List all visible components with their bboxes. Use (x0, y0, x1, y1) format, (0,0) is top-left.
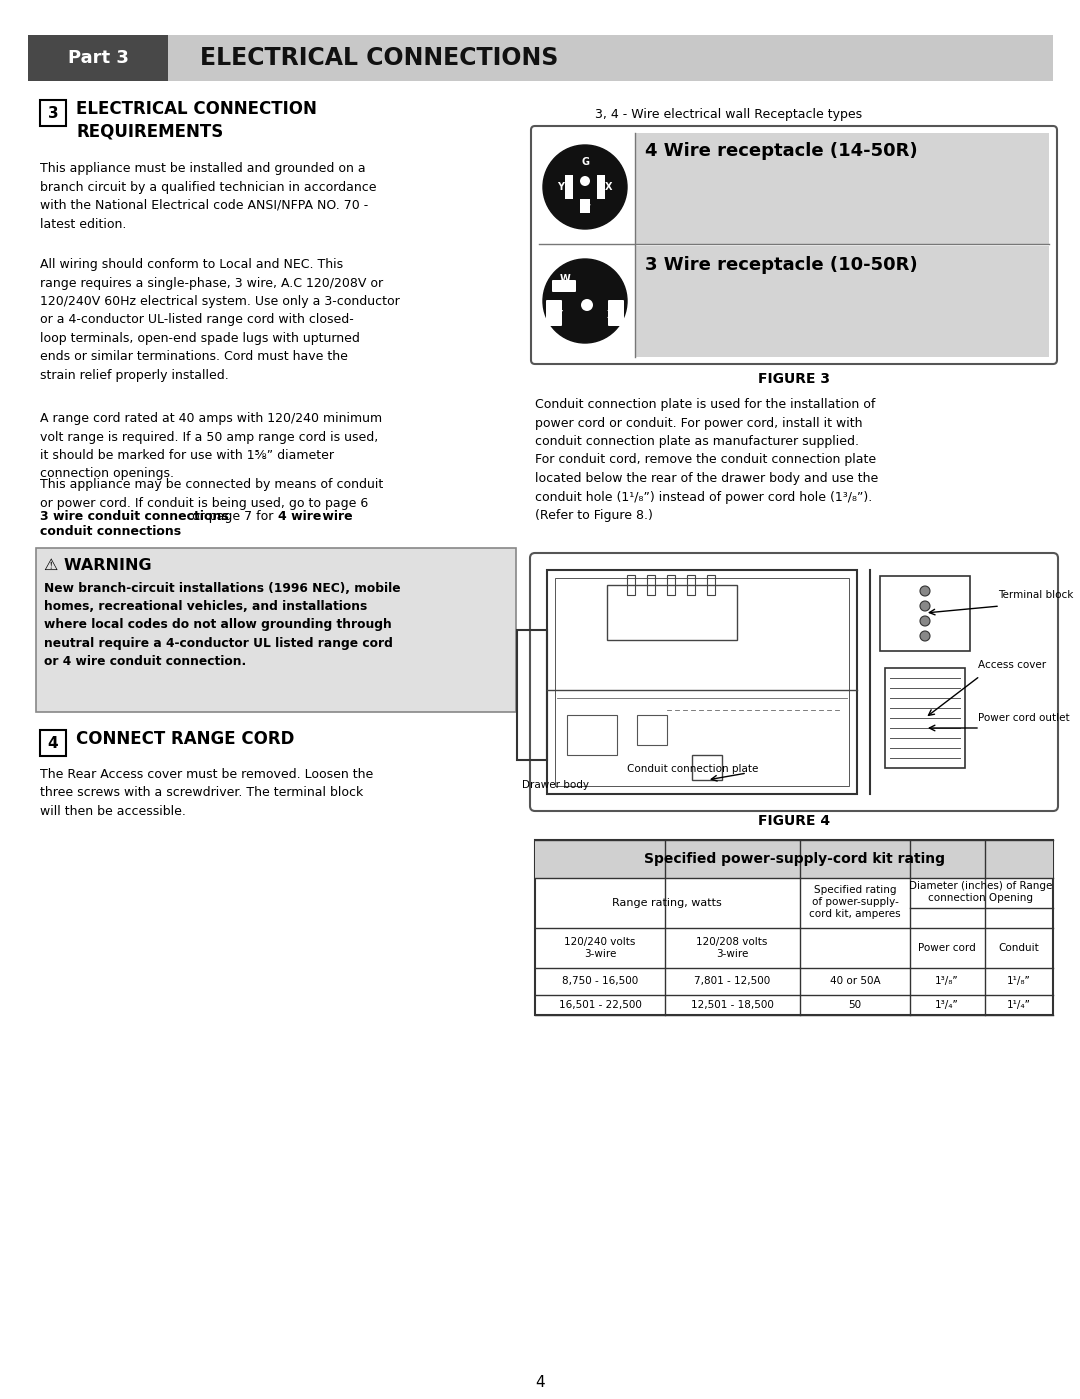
Bar (535, 839, 1053, 879)
Bar (28, 35, 1053, 81)
Text: conduit connections: conduit connections (40, 525, 181, 539)
Text: All wiring should conform to Local and NEC. This
range requires a single-phase, : All wiring should conform to Local and N… (40, 257, 400, 382)
Text: 3, 4 - Wire electrical wall Receptacle types: 3, 4 - Wire electrical wall Receptacle t… (595, 108, 862, 120)
Bar (28, 35, 168, 81)
Bar (627, 575, 635, 595)
Text: New branch-circuit installations (1996 NEC), mobile
homes, recreational vehicles: New branch-circuit installations (1996 N… (44, 582, 401, 667)
Text: Part 3: Part 3 (68, 49, 129, 67)
Text: Range rating, watts: Range rating, watts (612, 898, 721, 908)
Text: 120/240 volts
3-wire: 120/240 volts 3-wire (565, 937, 636, 960)
Text: X: X (607, 311, 615, 320)
Circle shape (543, 259, 627, 343)
Bar (885, 667, 966, 768)
Text: Access cover: Access cover (978, 660, 1047, 670)
Text: .: . (156, 525, 160, 539)
Text: FIGURE 3: FIGURE 3 (758, 372, 831, 386)
Text: 50: 50 (849, 1000, 862, 1010)
FancyBboxPatch shape (552, 280, 576, 292)
Text: Power cord: Power cord (918, 943, 976, 953)
Text: This appliance may be connected by means of conduit
or power cord. If conduit is: This appliance may be connected by means… (40, 478, 383, 509)
Text: 3 wire conduit connections: 3 wire conduit connections (40, 511, 229, 523)
Bar (607, 585, 737, 639)
Text: Power cord outlet: Power cord outlet (978, 713, 1069, 723)
Text: 3 Wire receptacle (10-50R): 3 Wire receptacle (10-50R) (645, 256, 918, 274)
Text: 4: 4 (48, 736, 58, 750)
Circle shape (580, 176, 590, 186)
Circle shape (543, 145, 627, 229)
Text: 120/208 volts
3-wire: 120/208 volts 3-wire (697, 937, 768, 960)
Bar (597, 175, 605, 199)
Text: 4 wire: 4 wire (278, 511, 322, 523)
Bar (565, 175, 573, 199)
Bar (636, 133, 1049, 243)
Text: 1³/₈”: 1³/₈” (935, 977, 959, 986)
Bar (567, 715, 617, 755)
Bar (40, 730, 66, 755)
Text: W: W (580, 204, 591, 214)
Text: Conduit: Conduit (999, 943, 1039, 953)
Text: 1³/₄”: 1³/₄” (935, 1000, 959, 1010)
Text: 40 or 50A: 40 or 50A (829, 977, 880, 986)
Text: ELECTRICAL CONNECTION
REQUIREMENTS: ELECTRICAL CONNECTION REQUIREMENTS (76, 99, 316, 140)
FancyBboxPatch shape (530, 553, 1058, 811)
Text: CONNECT RANGE CORD: CONNECT RANGE CORD (76, 730, 295, 748)
Text: 7,801 - 12,500: 7,801 - 12,500 (693, 977, 770, 986)
Text: Specified power-supply-cord kit rating: Specified power-supply-cord kit rating (644, 852, 945, 866)
Text: Conduit connection plate is used for the installation of
power cord or conduit. : Conduit connection plate is used for the… (535, 397, 878, 522)
Text: X: X (605, 182, 612, 192)
Bar (707, 575, 715, 595)
Bar (667, 575, 675, 595)
Bar (687, 575, 696, 595)
Text: Specified rating
of power-supply-
cord kit, amperes: Specified rating of power-supply- cord k… (809, 884, 901, 919)
Text: ELECTRICAL CONNECTIONS: ELECTRICAL CONNECTIONS (200, 46, 558, 70)
Text: 16,501 - 22,500: 16,501 - 22,500 (558, 1000, 642, 1010)
Bar (535, 839, 1053, 1016)
Text: 8,750 - 16,500: 8,750 - 16,500 (562, 977, 638, 986)
Circle shape (920, 616, 930, 625)
FancyBboxPatch shape (608, 299, 624, 326)
Text: Y: Y (557, 182, 565, 192)
Text: Conduit connection plate: Conduit connection plate (627, 764, 758, 774)
FancyBboxPatch shape (546, 299, 562, 326)
Bar (36, 548, 516, 712)
Circle shape (920, 631, 930, 641)
Bar (692, 755, 723, 781)
Circle shape (920, 602, 930, 611)
Text: 1¹/₈”: 1¹/₈” (1008, 977, 1031, 986)
Circle shape (581, 299, 593, 311)
Bar (880, 576, 970, 651)
Text: The Rear Access cover must be removed. Loosen the
three screws with a screwdrive: The Rear Access cover must be removed. L… (40, 768, 374, 818)
Text: W: W (559, 274, 570, 284)
Bar (636, 246, 1049, 357)
Text: or page 7 for: or page 7 for (188, 511, 278, 523)
Text: G: G (581, 157, 589, 166)
Text: Y: Y (555, 311, 563, 320)
Bar (647, 575, 654, 595)
Text: 12,501 - 18,500: 12,501 - 18,500 (690, 1000, 773, 1010)
FancyBboxPatch shape (531, 126, 1057, 364)
Text: wire: wire (318, 511, 353, 523)
Bar (517, 630, 546, 760)
Bar (546, 569, 858, 795)
Text: ⚠ WARNING: ⚠ WARNING (44, 558, 151, 574)
Circle shape (920, 586, 930, 596)
Text: Drawer body: Drawer body (522, 781, 589, 790)
Text: 3: 3 (48, 105, 58, 120)
Text: 4 Wire receptacle (14-50R): 4 Wire receptacle (14-50R) (645, 143, 918, 159)
Bar (580, 199, 590, 213)
Bar (555, 578, 849, 786)
Text: This appliance must be installed and grounded on a
branch circuit by a qualified: This appliance must be installed and gro… (40, 162, 377, 231)
Text: Diameter (inches) of Range
connection Opening: Diameter (inches) of Range connection Op… (909, 881, 1053, 904)
Text: FIGURE 4: FIGURE 4 (758, 814, 831, 828)
Text: 4: 4 (536, 1375, 544, 1391)
Bar (637, 715, 667, 746)
Text: 1¹/₄”: 1¹/₄” (1007, 1000, 1031, 1010)
Text: A range cord rated at 40 amps with 120/240 minimum
volt range is required. If a : A range cord rated at 40 amps with 120/2… (40, 411, 382, 480)
Text: Terminal block: Terminal block (998, 590, 1074, 600)
Bar (40, 99, 66, 126)
